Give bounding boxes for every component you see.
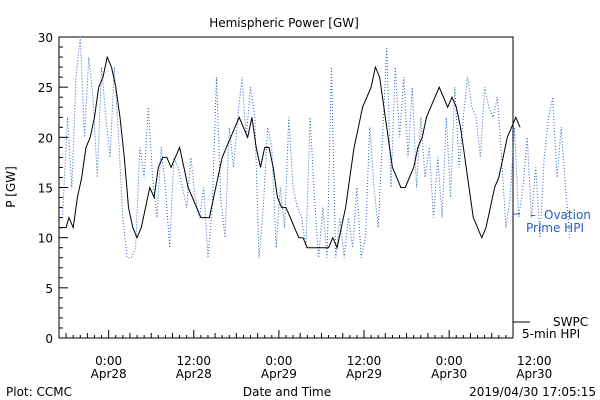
y-tick-label: 10 xyxy=(38,232,53,246)
series-line-ovation-prime xyxy=(62,36,571,259)
x-tick-date-label: Apr29 xyxy=(346,367,382,381)
legend-ovation-label-line1: Ovation xyxy=(544,208,591,222)
y-tick-label: 0 xyxy=(45,332,53,346)
y-axis-label: P [GW] xyxy=(4,166,18,208)
x-tick-date-label: Apr30 xyxy=(516,367,552,381)
legend-ovation-label-line2: Prime HPI xyxy=(526,221,584,235)
legend-swpc-label-line2: 5-min HPI xyxy=(522,327,580,341)
x-tick-date-label: Apr30 xyxy=(431,367,467,381)
x-axis: 0:00Apr2812:00Apr280:00Apr2912:00Apr290:… xyxy=(58,330,552,381)
x-axis-label: Date and Time xyxy=(243,385,331,399)
series-layer xyxy=(60,36,571,259)
x-tick-time-label: 12:00 xyxy=(176,354,211,368)
x-tick-time-label: 0:00 xyxy=(436,354,463,368)
y-tick-label: 15 xyxy=(38,182,53,196)
chart-title: Hemispheric Power [GW] xyxy=(209,16,359,30)
x-tick-time-label: 12:00 xyxy=(517,354,552,368)
footer-plot-credit: Plot: CCMC xyxy=(6,385,72,399)
y-tick-label: 25 xyxy=(38,81,53,95)
footer-timestamp: 2019/04/30 17:05:15 xyxy=(469,385,596,399)
x-tick-time-label: 0:00 xyxy=(95,354,122,368)
series-line-swpc xyxy=(60,55,521,250)
x-tick-date-label: Apr28 xyxy=(91,367,127,381)
x-tick-date-label: Apr29 xyxy=(261,367,297,381)
x-tick-date-label: Apr28 xyxy=(176,367,212,381)
y-tick-label: 20 xyxy=(38,131,53,145)
legend-ovation-marker: – xyxy=(530,208,536,222)
y-tick-label: 5 xyxy=(45,282,53,296)
y-tick-label: 30 xyxy=(38,31,53,45)
x-tick-time-label: 0:00 xyxy=(265,354,292,368)
legend-swpc-label-line1: SWPC xyxy=(553,315,588,329)
y-axis: 0 5 10 15 20 25 30 xyxy=(38,31,68,346)
x-tick-time-label: 12:00 xyxy=(347,354,382,368)
